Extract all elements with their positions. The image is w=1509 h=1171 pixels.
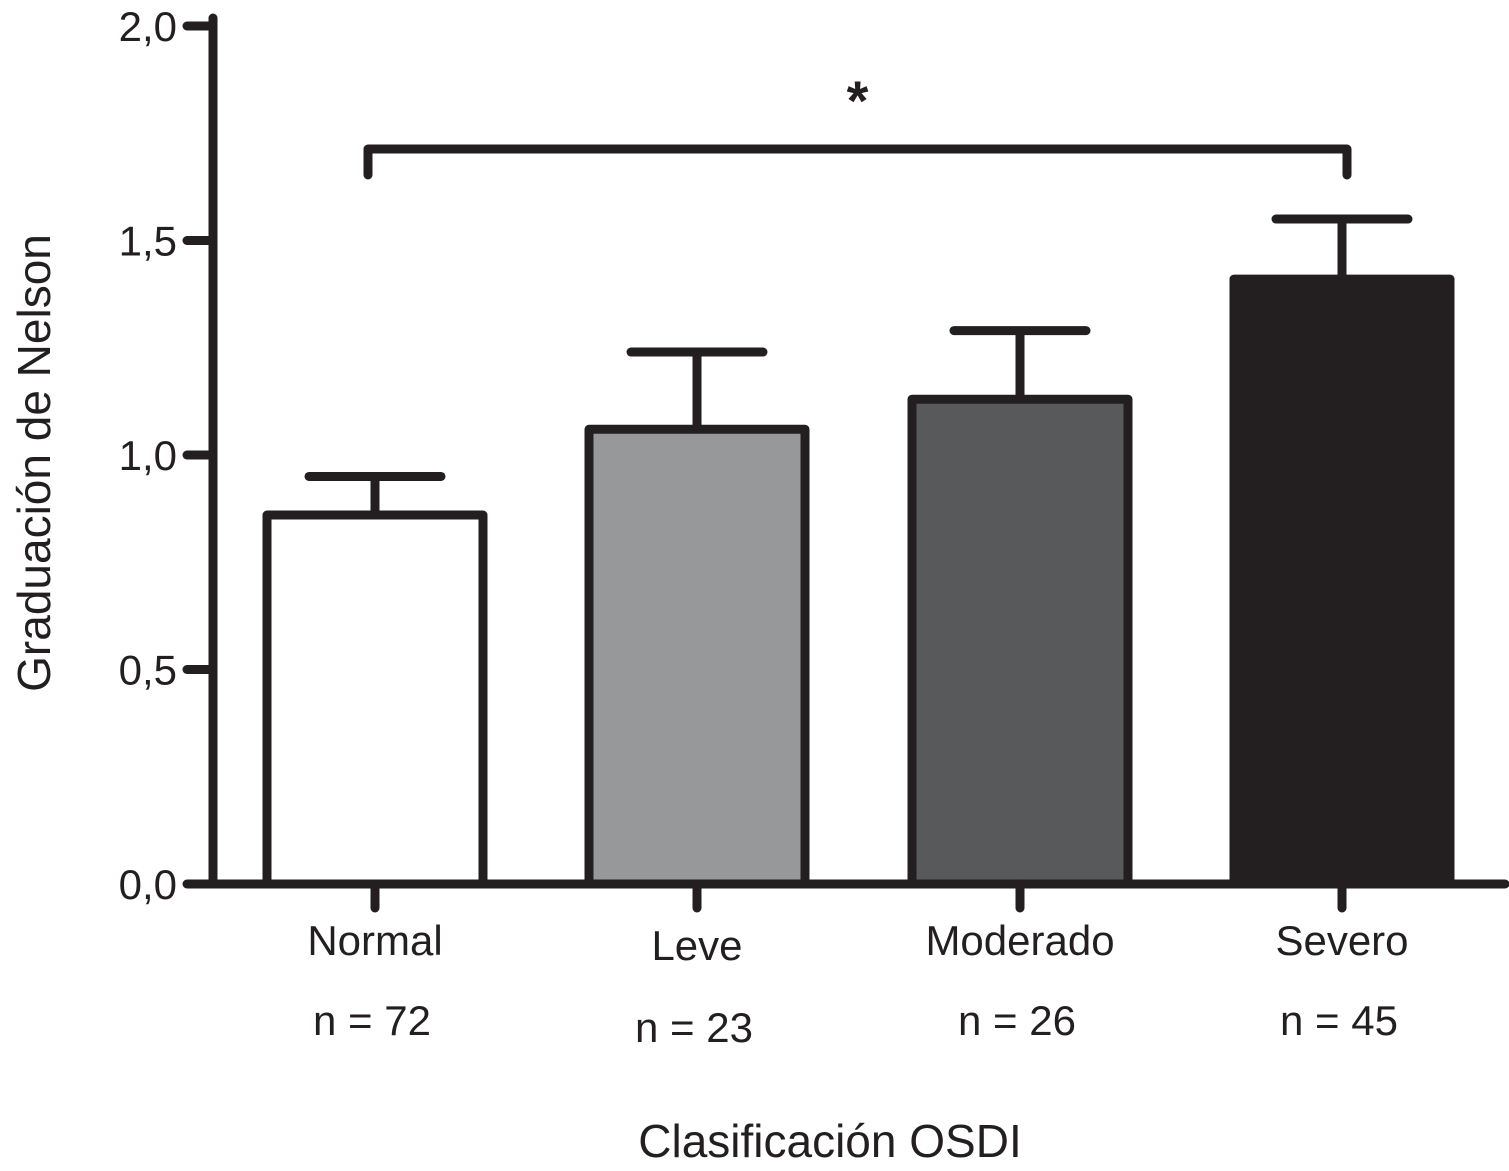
x-ticks: Normal n = 72 Leve n = 23 Moderado n = 26 Seve…	[307, 879, 1409, 1051]
error-bar-normal	[304, 471, 446, 516]
y-tick-label: 1,5	[119, 218, 177, 265]
error-bars	[304, 214, 1413, 516]
y-tick-label: 0,0	[119, 861, 177, 908]
bars	[262, 274, 1455, 889]
bar-leve	[584, 424, 810, 889]
error-bar-leve	[626, 347, 768, 430]
x-tick-label: Normal	[307, 917, 442, 964]
bar-severo	[1229, 274, 1455, 889]
sample-size-label: n = 45	[1280, 997, 1398, 1044]
significance-bracket-line	[363, 144, 1352, 180]
sample-size-label: n = 72	[313, 997, 431, 1044]
x-tick-label: Severo	[1275, 917, 1408, 964]
bar-normal	[262, 510, 488, 889]
sample-size-label: n = 26	[958, 997, 1076, 1044]
significance-bracket: *	[363, 69, 1352, 180]
significance-marker: *	[847, 69, 869, 132]
y-ticks: 0,0 0,5 1,0 1,5 2,0	[119, 3, 218, 908]
y-tick-label: 1,0	[119, 432, 177, 479]
x-axis-title: Clasificación OSDI	[638, 1115, 1021, 1167]
x-tick-label: Leve	[651, 922, 742, 969]
y-tick-label: 0,5	[119, 647, 177, 694]
y-axis-title: Graduación de Nelson	[8, 234, 60, 692]
bar-moderado	[907, 394, 1133, 889]
x-tick-label: Moderado	[925, 917, 1114, 964]
error-bar-moderado	[949, 326, 1091, 400]
y-tick-label: 2,0	[119, 3, 177, 50]
error-bar-severo	[1271, 214, 1413, 280]
sample-size-label: n = 23	[635, 1004, 753, 1051]
